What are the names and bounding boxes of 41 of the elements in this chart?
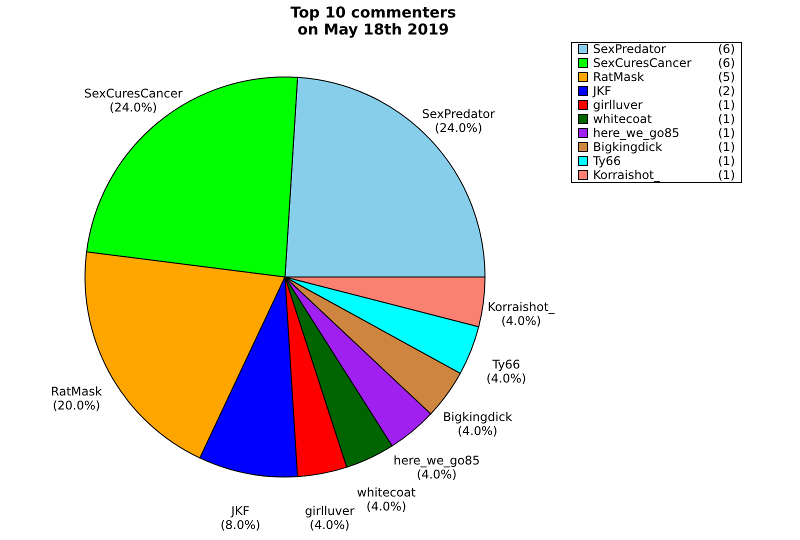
- slice-label: Korraishot_: [488, 300, 556, 314]
- slice-label: Ty66: [491, 358, 520, 372]
- text: (5): [718, 70, 735, 84]
- legend-label: Bigkingdick: [593, 140, 662, 154]
- legend-label: SexCuresCancer: [593, 56, 692, 70]
- data-label: (8.0%): [220, 518, 260, 532]
- data-label: (4.0%): [501, 314, 542, 328]
- data-label: (24.0%): [434, 121, 482, 136]
- text: (1): [718, 154, 735, 168]
- legend-label: girlluver: [593, 98, 643, 112]
- slice-label: Bigkingdick: [442, 410, 512, 424]
- legend-label: Ty66: [592, 154, 621, 168]
- slice-label: whitecoat: [356, 485, 416, 500]
- data-label: (4.0%): [310, 518, 350, 532]
- text: (6): [718, 42, 735, 56]
- text: (6): [718, 56, 735, 70]
- text: (1): [718, 112, 735, 126]
- text: (1): [718, 168, 735, 182]
- chart-title: Top 10 commenters on May 18th 2019: [290, 4, 456, 38]
- legend-label: RatMask: [593, 70, 644, 84]
- slice-label: girlluver: [304, 504, 354, 518]
- slice-label: RatMask: [50, 384, 102, 399]
- data-label: (4.0%): [458, 424, 498, 438]
- legend-label: JKF: [592, 84, 612, 98]
- legend-label: here_we_go85: [593, 126, 680, 140]
- text: (1): [718, 126, 735, 140]
- slice-label: JKF: [230, 504, 250, 518]
- legend-label: SexPredator: [593, 42, 666, 56]
- data-label: (20.0%): [52, 398, 100, 413]
- data-label: (24.0%): [110, 100, 158, 115]
- text: (1): [718, 98, 735, 112]
- slice-label: here_we_go85: [393, 453, 480, 468]
- text: (1): [718, 140, 735, 154]
- slice-label: SexPredator: [422, 107, 496, 122]
- legend-label: Korraishot_: [593, 168, 661, 182]
- slice-label: SexCuresCancer: [84, 86, 183, 101]
- data-label: (4.0%): [366, 499, 406, 514]
- legend-label: whitecoat: [593, 112, 652, 126]
- data-label: (4.0%): [416, 467, 457, 482]
- data-label: (4.0%): [486, 372, 526, 386]
- text: (2): [718, 84, 735, 98]
